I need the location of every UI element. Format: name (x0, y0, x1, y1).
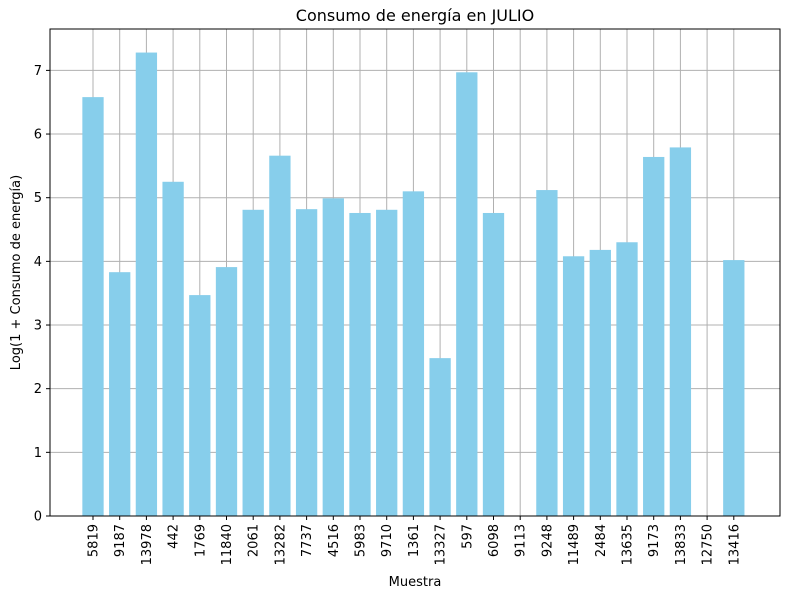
x-tick-label: 442 (167, 524, 182, 549)
bar-6098 (482, 212, 505, 516)
y-axis-ticks: 0 1 2 3 4 5 6 7 (34, 64, 50, 525)
x-tick-label: 6098 (487, 524, 502, 557)
x-tick-label: 4516 (327, 524, 342, 557)
bars (82, 52, 745, 517)
bar-13327 (429, 358, 451, 516)
bar-13635 (616, 242, 638, 516)
bar-2061 (242, 209, 264, 516)
x-tick-label: 13635 (621, 524, 636, 565)
bar-4516 (322, 198, 344, 517)
bar-9710 (376, 209, 398, 516)
y-tick-label: 3 (34, 319, 42, 334)
x-tick-label: 9113 (514, 524, 529, 557)
y-tick-label: 0 (34, 510, 42, 525)
x-tick-label: 13833 (674, 524, 689, 565)
bar-7737 (295, 209, 318, 516)
x-tick-label: 5819 (87, 524, 102, 557)
bar-13978 (135, 52, 158, 516)
x-tick-label: 7737 (300, 524, 315, 557)
y-tick-label: 7 (34, 64, 42, 79)
bar-442 (162, 181, 184, 517)
x-tick-label: 9248 (540, 524, 555, 557)
plot-frame (49, 28, 781, 517)
x-tick-label: 1769 (193, 524, 208, 557)
x-tick-label: 11840 (220, 524, 235, 565)
x-tick-label: 13978 (140, 524, 155, 565)
bar-9173 (643, 156, 665, 517)
x-tick-label: 11489 (567, 524, 582, 565)
bar-2484 (589, 249, 611, 517)
y-tick-label: 2 (34, 382, 42, 397)
y-axis-label: Log(1 + Consumo de energía) (9, 175, 24, 370)
bar-13282 (269, 155, 291, 516)
bar-13416 (723, 260, 745, 516)
bar-1361 (402, 191, 425, 517)
y-tick-label: 5 (34, 191, 42, 206)
bar-13833 (669, 147, 692, 516)
x-tick-label: 13327 (434, 524, 449, 565)
bar-1769 (189, 295, 211, 516)
bar-11489 (562, 256, 585, 516)
x-axis-ticks: 5819 9187 13978 442 1769 11840 2061 13282 7737 45… (87, 516, 742, 565)
x-tick-label: 12750 (701, 524, 716, 565)
x-tick-label: 1361 (407, 524, 422, 557)
bar-9187 (109, 272, 131, 516)
y-tick-label: 6 (34, 128, 42, 143)
bar-5983 (349, 212, 371, 516)
bar-9248 (536, 190, 558, 517)
x-tick-label: 9173 (647, 524, 662, 557)
x-tick-label: 597 (460, 524, 475, 549)
x-tick-label: 9187 (113, 524, 128, 557)
bar-597 (456, 72, 478, 517)
chart-title: Consumo de energía en JULIO (296, 6, 534, 25)
x-tick-label: 2061 (247, 524, 262, 557)
x-tick-label: 5983 (354, 524, 369, 557)
x-tick-label: 13416 (727, 524, 742, 565)
bar-5819 (82, 97, 104, 517)
x-tick-label: 13282 (273, 524, 288, 565)
x-axis-label: Muestra (389, 575, 442, 590)
y-tick-label: 4 (34, 255, 42, 270)
y-tick-label: 1 (34, 446, 42, 461)
x-tick-label: 2484 (594, 524, 609, 557)
x-tick-label: 9710 (380, 524, 395, 557)
bar-11840 (215, 267, 238, 516)
